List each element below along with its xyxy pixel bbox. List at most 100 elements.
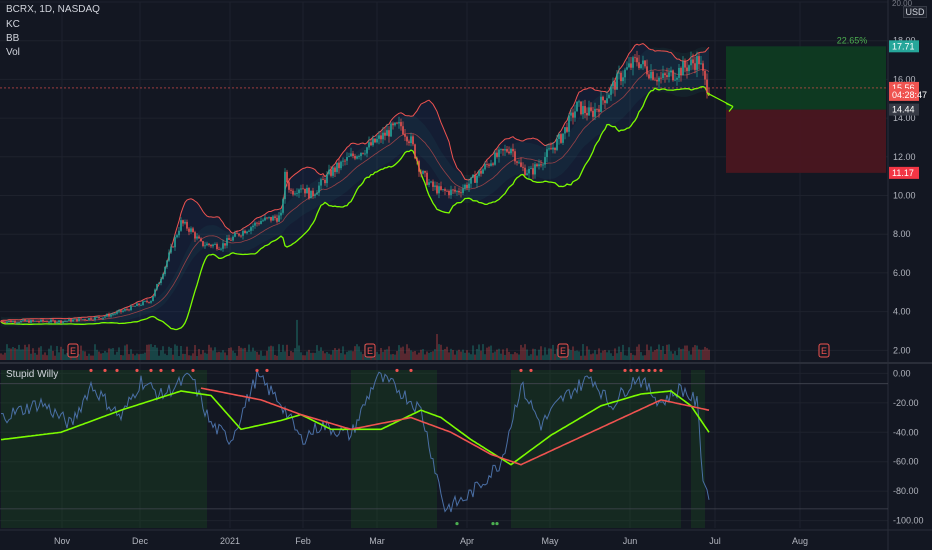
oscillator-axis-tick: 0.00 [893,368,911,378]
volume-bar [304,355,306,360]
indicator-bb-legend[interactable]: BB [6,33,20,44]
volume-bar [360,351,362,360]
volume-bar [330,354,332,360]
candle-body [340,161,342,169]
volume-bar [162,346,164,360]
currency-label[interactable]: USD [903,6,927,18]
candle-body [48,322,50,323]
candle-body [420,171,422,174]
volume-bar [294,348,296,360]
candle-body [162,274,164,279]
symbol-legend[interactable]: BCRX, 1D, NASDAQ [6,4,100,15]
volume-bar [154,345,156,360]
candle-body [460,192,462,194]
volume-bar [588,349,590,360]
volume-bar [464,352,466,360]
volume-bar [468,352,470,360]
oscillator-series-line [200,387,710,466]
candle-body [334,167,336,172]
volume-bar [418,352,420,360]
candle-body [532,168,534,175]
candle-body [130,305,132,311]
candle-body [26,320,28,322]
volume-bar [546,354,548,360]
oscillator-axis-tick: -60.00 [893,457,919,467]
price-axis-tick: 14.00 [893,113,916,123]
candle-body [666,75,668,77]
candle-body [240,235,242,237]
candle-body [660,77,662,79]
candle-body [296,193,298,194]
candle-body [410,136,412,143]
overbought-dot [89,368,93,373]
volume-bar [356,344,358,360]
oscillator-axis-tick: -80.00 [893,486,919,496]
candle-body [544,157,546,165]
volume-bar [126,344,128,360]
candle-body [140,305,142,306]
volume-bar [502,349,504,360]
candle-body [320,179,322,186]
volume-bar [64,354,66,360]
candle-body [174,237,176,248]
candle-body [6,321,8,323]
volume-bar [206,353,208,360]
earnings-marker: E [557,343,569,358]
volume-bar [112,348,114,360]
volume-bar [292,352,294,360]
earnings-marker-label: E [70,346,76,356]
candle-body [564,127,566,134]
candle-body [504,149,506,151]
candle-body [556,138,558,150]
indicator-kc-legend[interactable]: KC [6,19,20,30]
candle-body [86,319,88,321]
candle-body [398,122,400,124]
candle-body [330,169,332,176]
candle-body [408,141,410,143]
candle-body [436,185,438,194]
volume-bar [638,344,640,360]
oscillator-axis-tick: -100.00 [893,516,924,526]
candle-body [450,189,452,196]
overbought-dot [255,368,259,373]
overbought-dot [409,368,413,373]
candle-body [462,188,464,193]
candle-body [644,60,646,67]
candle-body [106,314,108,317]
volume-bar [646,344,648,360]
indicator-vol-legend[interactable]: Vol [6,47,20,58]
volume-bar [456,350,458,360]
volume-bar [2,354,4,360]
candle-body [8,320,10,322]
candle-body [704,70,706,80]
volume-bar [700,349,702,360]
volume-bar [528,355,530,360]
volume-bar [138,354,140,360]
volume-bar [102,353,104,360]
candle-body [524,167,526,176]
volume-bar [432,351,434,360]
volume-bar [160,350,162,360]
candle-body [300,188,302,190]
candle-body [360,152,362,157]
candle-body [486,164,488,165]
volume-bar [298,345,300,360]
volume-bar [378,354,380,360]
candle-body [448,190,450,196]
volume-bar [258,354,260,360]
stupid-willy-legend[interactable]: Stupid Willy [6,369,59,380]
candle-body [258,223,260,225]
volume-bar [232,350,234,360]
candle-body [680,67,682,76]
volume-bars [0,319,710,360]
candle-body [30,319,32,323]
volume-bar [596,354,598,360]
volume-bar [624,355,626,360]
candle-body [104,316,106,318]
candle-body [170,246,172,253]
candle-body [616,73,618,90]
volume-bar [124,345,126,360]
volume-bar [106,352,108,360]
stop-zone [726,109,886,173]
